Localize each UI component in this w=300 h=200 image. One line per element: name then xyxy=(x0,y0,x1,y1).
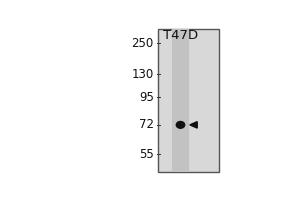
Text: T47D: T47D xyxy=(163,29,198,42)
Text: 72: 72 xyxy=(139,118,154,131)
Text: 95: 95 xyxy=(139,91,154,104)
Bar xyxy=(158,29,219,172)
Ellipse shape xyxy=(176,121,185,128)
Text: 55: 55 xyxy=(139,148,154,161)
Polygon shape xyxy=(190,122,197,128)
Text: 250: 250 xyxy=(131,37,154,50)
Bar xyxy=(172,29,189,172)
Text: 130: 130 xyxy=(131,68,154,81)
